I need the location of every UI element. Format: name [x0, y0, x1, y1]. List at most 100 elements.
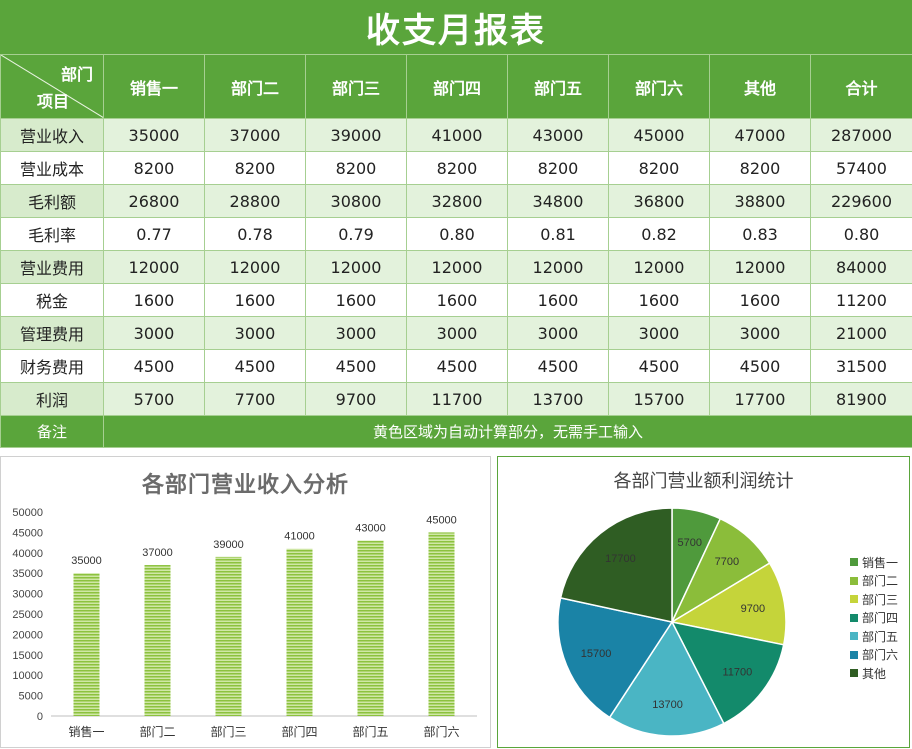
- row-label[interactable]: 管理费用: [0, 316, 104, 350]
- pie-slice[interactable]: [608, 620, 725, 737]
- table-cell[interactable]: 38800: [709, 184, 811, 218]
- table-cell[interactable]: 0.82: [608, 217, 710, 251]
- table-cell[interactable]: 8200: [608, 151, 710, 185]
- pie-slice[interactable]: [670, 620, 785, 725]
- table-cell[interactable]: 21000: [810, 316, 912, 350]
- table-cell[interactable]: 1600: [406, 283, 508, 317]
- table-cell[interactable]: 1600: [608, 283, 710, 317]
- table-cell[interactable]: 0.78: [204, 217, 306, 251]
- bar[interactable]: [73, 573, 100, 716]
- table-cell[interactable]: 8200: [406, 151, 508, 185]
- table-cell[interactable]: 12000: [103, 250, 205, 284]
- bar[interactable]: [215, 556, 242, 716]
- row-label[interactable]: 毛利额: [0, 184, 104, 218]
- table-cell[interactable]: 8200: [103, 151, 205, 185]
- bar[interactable]: [428, 532, 455, 716]
- table-cell[interactable]: 34800: [507, 184, 609, 218]
- legend-item[interactable]: 部门五: [850, 627, 898, 646]
- table-cell[interactable]: 3000: [608, 316, 710, 350]
- table-cell[interactable]: 1600: [709, 283, 811, 317]
- table-cell[interactable]: 0.80: [810, 217, 912, 251]
- legend-item[interactable]: 其他: [850, 664, 898, 683]
- pie-slice[interactable]: [559, 507, 673, 623]
- table-cell[interactable]: 229600: [810, 184, 912, 218]
- table-cell[interactable]: 12000: [406, 250, 508, 284]
- table-cell[interactable]: 81900: [810, 382, 912, 416]
- bar[interactable]: [144, 565, 171, 716]
- table-cell[interactable]: 0.80: [406, 217, 508, 251]
- table-cell[interactable]: 36800: [608, 184, 710, 218]
- table-cell[interactable]: 3000: [305, 316, 407, 350]
- revenue-bar-chart-panel[interactable]: 各部门营业收入分析 0 5000 10000 15000 20000 25000 30000…: [0, 456, 491, 748]
- table-cell[interactable]: 28800: [204, 184, 306, 218]
- legend-item[interactable]: 部门三: [850, 590, 898, 609]
- row-label[interactable]: 利润: [0, 382, 104, 416]
- table-cell[interactable]: 84000: [810, 250, 912, 284]
- table-cell[interactable]: 4500: [103, 349, 205, 383]
- table-cell[interactable]: 1600: [204, 283, 306, 317]
- table-cell[interactable]: 8200: [204, 151, 306, 185]
- table-cell[interactable]: 13700: [507, 382, 609, 416]
- table-cell[interactable]: 57400: [810, 151, 912, 185]
- row-label[interactable]: 财务费用: [0, 349, 104, 383]
- table-cell[interactable]: 1600: [305, 283, 407, 317]
- bar[interactable]: [286, 548, 313, 716]
- table-cell[interactable]: 3000: [709, 316, 811, 350]
- table-cell[interactable]: 32800: [406, 184, 508, 218]
- pie-slice[interactable]: [669, 562, 787, 646]
- table-cell[interactable]: 12000: [608, 250, 710, 284]
- table-cell[interactable]: 31500: [810, 349, 912, 383]
- table-cell[interactable]: 37000: [204, 118, 306, 152]
- table-cell[interactable]: 11700: [406, 382, 508, 416]
- table-cell[interactable]: 8200: [507, 151, 609, 185]
- table-cell[interactable]: 8200: [709, 151, 811, 185]
- table-cell[interactable]: 12000: [204, 250, 306, 284]
- table-cell[interactable]: 15700: [608, 382, 710, 416]
- row-label[interactable]: 税金: [0, 283, 104, 317]
- table-cell[interactable]: 4500: [305, 349, 407, 383]
- table-cell[interactable]: 1600: [103, 283, 205, 317]
- table-cell[interactable]: 11200: [810, 283, 912, 317]
- table-cell[interactable]: 1600: [507, 283, 609, 317]
- table-cell[interactable]: 41000: [406, 118, 508, 152]
- table-cell[interactable]: 45000: [608, 118, 710, 152]
- table-cell[interactable]: 43000: [507, 118, 609, 152]
- legend-item[interactable]: 部门六: [850, 646, 898, 665]
- table-cell[interactable]: 8200: [305, 151, 407, 185]
- table-cell[interactable]: 30800: [305, 184, 407, 218]
- table-cell[interactable]: 12000: [507, 250, 609, 284]
- table-cell[interactable]: 4500: [204, 349, 306, 383]
- table-cell[interactable]: 47000: [709, 118, 811, 152]
- row-label[interactable]: 营业成本: [0, 151, 104, 185]
- table-cell[interactable]: 4500: [406, 349, 508, 383]
- table-cell[interactable]: 0.79: [305, 217, 407, 251]
- table-cell[interactable]: 0.83: [709, 217, 811, 251]
- table-cell[interactable]: 0.81: [507, 217, 609, 251]
- profit-pie-chart-panel[interactable]: 各部门营业额利润统计 5700 7700 9700 11700 13700 15700 17…: [497, 456, 910, 748]
- table-cell[interactable]: 12000: [709, 250, 811, 284]
- table-cell[interactable]: 4500: [608, 349, 710, 383]
- table-cell[interactable]: 287000: [810, 118, 912, 152]
- row-label[interactable]: 毛利率: [0, 217, 104, 251]
- table-cell[interactable]: 4500: [507, 349, 609, 383]
- table-cell[interactable]: 17700: [709, 382, 811, 416]
- table-cell[interactable]: 26800: [103, 184, 205, 218]
- table-cell[interactable]: 35000: [103, 118, 205, 152]
- legend-item[interactable]: 部门二: [850, 572, 898, 591]
- note-label[interactable]: 备注: [0, 415, 104, 448]
- note-text[interactable]: 黄色区域为自动计算部分，无需手工输入: [103, 415, 912, 448]
- row-label[interactable]: 营业收入: [0, 118, 104, 152]
- table-cell[interactable]: 12000: [305, 250, 407, 284]
- table-cell[interactable]: 5700: [103, 382, 205, 416]
- table-cell[interactable]: 3000: [507, 316, 609, 350]
- legend-item[interactable]: 部门四: [850, 609, 898, 628]
- table-cell[interactable]: 0.77: [103, 217, 205, 251]
- table-cell[interactable]: 9700: [305, 382, 407, 416]
- bar[interactable]: [357, 540, 384, 716]
- table-cell[interactable]: 3000: [204, 316, 306, 350]
- table-cell[interactable]: 3000: [406, 316, 508, 350]
- table-cell[interactable]: 3000: [103, 316, 205, 350]
- table-cell[interactable]: 39000: [305, 118, 407, 152]
- pie-slice[interactable]: [557, 597, 674, 719]
- table-cell[interactable]: 7700: [204, 382, 306, 416]
